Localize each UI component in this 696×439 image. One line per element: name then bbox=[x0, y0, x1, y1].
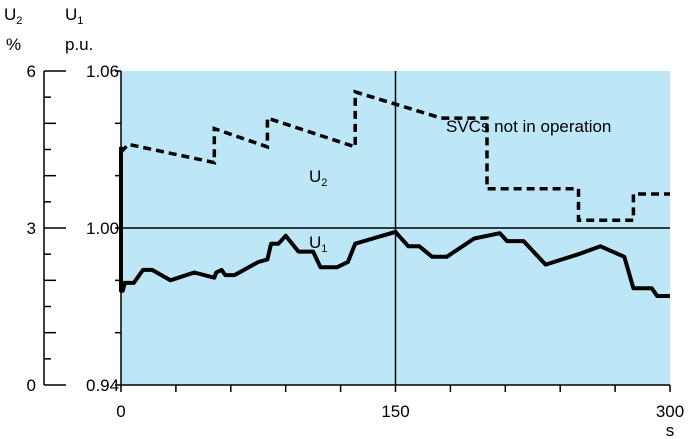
grid-lines bbox=[121, 71, 670, 385]
x-axis-tick-label: 150 bbox=[381, 402, 409, 421]
axes: 0 3 6 0.94 1.00 1.06 0 150 300 bbox=[27, 62, 685, 421]
left-axis-unit: % bbox=[6, 35, 21, 54]
right-axis-unit: p.u. bbox=[65, 35, 93, 54]
left-axis-tick-label: 0 bbox=[27, 376, 36, 395]
series-line-u1 bbox=[119, 146, 670, 298]
right-axis-tick-label: 0.94 bbox=[86, 376, 119, 395]
x-axis-tick-label: 0 bbox=[116, 402, 125, 421]
left-axis-tick-label: 6 bbox=[27, 62, 36, 81]
x-axis-tick-label: 300 bbox=[656, 402, 684, 421]
right-axis-symbol: U1 bbox=[65, 5, 83, 27]
series-label-u2: U2 bbox=[309, 167, 327, 189]
data-series bbox=[119, 89, 670, 298]
left-axis-symbol: U2 bbox=[4, 5, 22, 27]
right-axis-tick-label: 1.00 bbox=[86, 219, 119, 238]
right-axis-tick-label: 1.06 bbox=[86, 62, 119, 81]
right-axis-subscript: 1 bbox=[77, 15, 83, 27]
series-label-u1: U1 bbox=[309, 233, 327, 255]
series-line-u2 bbox=[119, 89, 670, 222]
left-axis-tick-label: 3 bbox=[27, 219, 36, 238]
left-axis-subscript: 2 bbox=[16, 15, 22, 27]
annotation-text: SVCs not in operation bbox=[446, 117, 611, 136]
x-axis-unit: s bbox=[666, 421, 675, 439]
